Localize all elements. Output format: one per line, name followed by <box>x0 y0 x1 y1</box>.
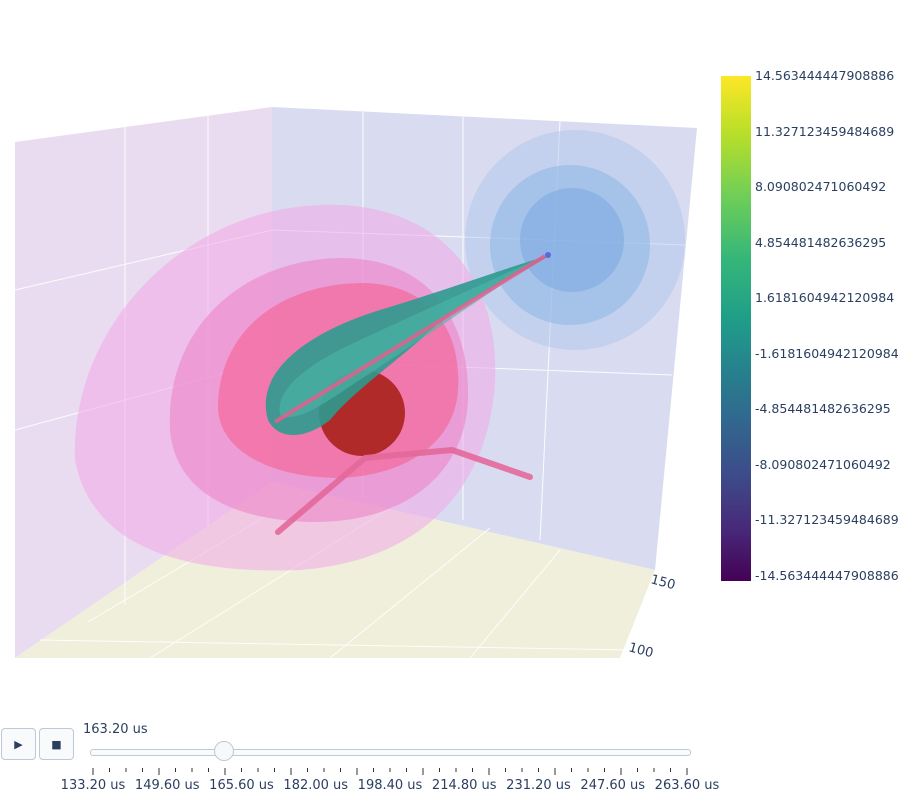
colorbar-tick-label: -11.327123459484689 <box>755 512 899 528</box>
stop-icon: ■ <box>51 737 62 751</box>
slider-step-label[interactable]: 149.60 us <box>134 778 200 793</box>
slider-step-label[interactable]: 214.80 us <box>431 778 497 793</box>
axis-tick-150: 150 <box>649 572 677 593</box>
3d-scene[interactable]: 150 100 <box>0 0 900 700</box>
colorbar-tick-label: -4.854481482636295 <box>755 401 891 417</box>
slider-handle[interactable] <box>213 741 234 761</box>
slider-step-label[interactable]: 231.20 us <box>506 778 571 793</box>
axis-tick-100: 100 <box>627 640 655 661</box>
trajectory-line <box>275 447 533 535</box>
slider-step-label[interactable]: 198.40 us <box>357 778 423 793</box>
slider-step-label[interactable]: 165.60 us <box>209 778 274 793</box>
colorbar-tick-label: -1.6181604942120984 <box>755 345 899 361</box>
slider-step-label[interactable]: 263.60 us <box>654 778 720 793</box>
colorbar-tick-label: 1.6181604942120984 <box>755 290 895 306</box>
colorbar-tick-label: 8.090802471060492 <box>755 179 887 195</box>
floor <box>15 482 655 658</box>
colorbar-tick-label: -8.090802471060492 <box>755 456 891 472</box>
colorbar-tick-label: 11.327123459484689 <box>755 123 895 139</box>
colorbar-tick-label: -14.563444447908886 <box>755 568 899 583</box>
slider-current-value: 163.20 us <box>83 722 148 737</box>
blue-isosurface <box>465 130 685 350</box>
colorbar <box>721 76 751 581</box>
colorbar-tick-label: 4.854481482636295 <box>755 234 887 250</box>
slider-step-label[interactable]: 182.00 us <box>283 778 349 793</box>
stop-button[interactable]: ■ <box>39 728 74 760</box>
play-icon: ▶ <box>14 737 23 751</box>
slider-step-label[interactable]: 133.20 us <box>60 778 126 793</box>
slider-rail[interactable] <box>90 749 691 756</box>
play-button[interactable]: ▶ <box>1 728 36 760</box>
colorbar-tick-label: 14.563444447908886 <box>755 68 895 83</box>
particle-plume <box>265 252 551 435</box>
slider-ticks <box>92 768 688 775</box>
slider-step-label[interactable]: 247.60 us <box>580 778 646 793</box>
